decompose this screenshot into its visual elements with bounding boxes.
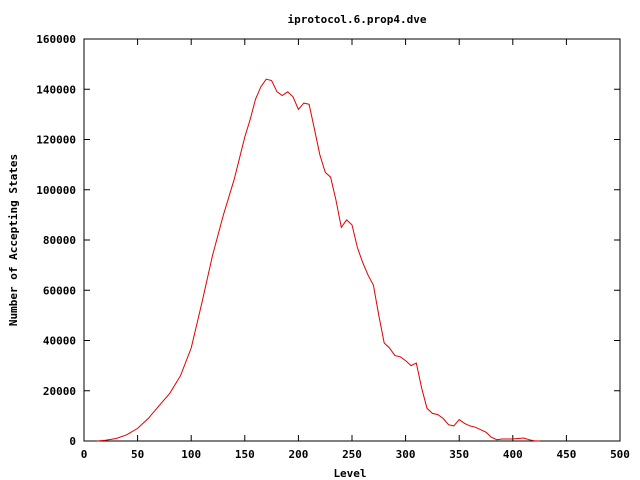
y-tick-label: 100000 [36,184,76,197]
x-axis-label: Level [333,467,366,480]
y-tick-label: 140000 [36,83,76,96]
x-tick-label: 150 [235,448,255,461]
chart-title: iprotocol.6.prop4.dve [287,13,426,26]
x-axis: 0 50 100 150 200 250 300 350 400 450 500 [81,39,630,461]
x-tick-label: 50 [131,448,144,461]
y-axis: 0 20000 40000 60000 80000 100000 120000 140000 1… [36,33,620,448]
y-tick-label: 40000 [43,335,76,348]
x-tick-label: 450 [556,448,576,461]
series-line [96,78,540,442]
y-tick-label: 160000 [36,33,76,46]
y-tick-label: 60000 [43,284,76,297]
plot-frame [83,38,621,442]
x-tick-label: 500 [610,448,630,461]
x-tick-label: 250 [342,448,362,461]
y-axis-label: Number of Accepting States [7,154,20,326]
y-tick-label: 0 [69,435,76,448]
x-tick-label: 200 [288,448,308,461]
x-tick-label: 100 [181,448,201,461]
y-tick-label: 20000 [43,385,76,398]
x-tick-label: 400 [503,448,523,461]
x-tick-label: 0 [81,448,88,461]
x-tick-label: 300 [396,448,416,461]
x-tick-label: 350 [449,448,469,461]
y-tick-label: 80000 [43,234,76,247]
y-tick-label: 120000 [36,134,76,147]
